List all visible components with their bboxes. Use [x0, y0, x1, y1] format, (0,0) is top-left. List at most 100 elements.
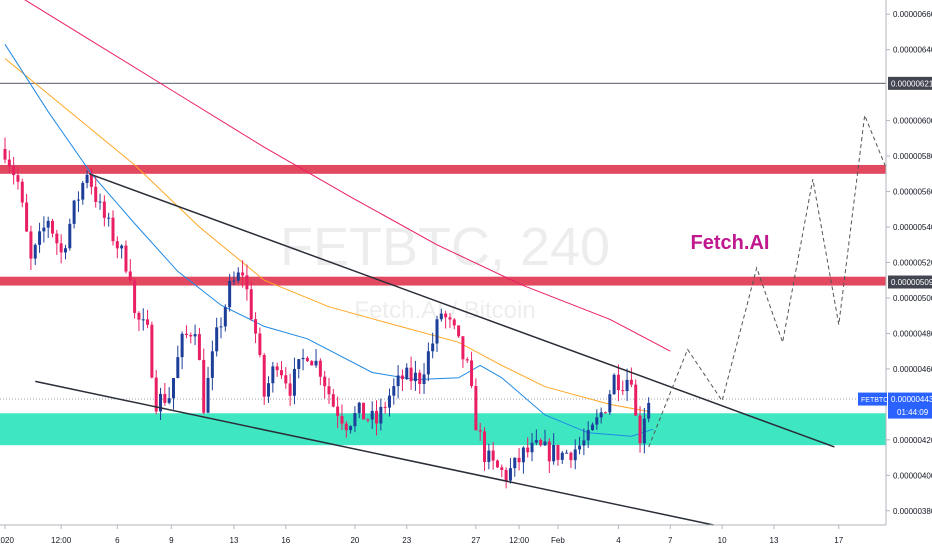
last-price-label: 0.00000443 [891, 395, 932, 404]
candle [586, 421, 590, 448]
trendline-1 [88, 173, 835, 448]
candle [318, 358, 322, 386]
candle [387, 388, 391, 417]
candle-body [171, 378, 175, 399]
candle [569, 451, 573, 469]
candle-body [111, 217, 115, 242]
candle [392, 378, 396, 405]
candle-body [206, 377, 210, 413]
candle [163, 382, 167, 406]
candle [305, 356, 309, 363]
candle-body [20, 181, 24, 203]
candle-body [534, 440, 538, 443]
candle-body [262, 354, 266, 397]
candle-body [539, 440, 543, 446]
candle-body [258, 333, 262, 355]
candle-body [76, 199, 80, 201]
candle [68, 218, 72, 251]
candle [76, 191, 80, 213]
price-axis-tick-label: 0.00000400 [893, 471, 932, 480]
candle-body [409, 367, 413, 382]
candle-body [318, 360, 322, 377]
candle [340, 404, 344, 430]
candle [85, 170, 89, 189]
candle [284, 367, 288, 389]
candle [560, 451, 564, 464]
candle-body [483, 431, 487, 462]
candle [508, 458, 512, 484]
candle [267, 376, 271, 403]
candle-body [115, 241, 119, 249]
candle-body [46, 220, 50, 228]
candle [344, 421, 348, 438]
candle [254, 312, 258, 344]
candle [141, 308, 145, 331]
candle [478, 422, 482, 441]
candle-body [314, 360, 318, 366]
candle [336, 396, 340, 429]
candle [418, 369, 422, 394]
time-axis-tick-label: 12:00 [51, 536, 72, 545]
candle-body [189, 335, 193, 337]
candle [20, 178, 24, 208]
time-axis-tick-label: 10 [718, 536, 727, 545]
candle [642, 407, 646, 454]
candle-body [51, 220, 55, 234]
candle [310, 359, 314, 366]
candle-body [68, 223, 72, 249]
candle [591, 422, 595, 431]
candle-body [500, 467, 504, 470]
price-labels: 0.00000621 0.00000509 FETBTC 0.00000443 01:4… [858, 76, 932, 419]
candle-body [642, 418, 646, 444]
time-axis-tick-label: 16 [281, 536, 290, 545]
time-axis-tick-label: 9 [169, 536, 174, 545]
candle [7, 150, 11, 173]
candle [159, 387, 163, 420]
candle [184, 325, 188, 339]
time-axis[interactable]: 2020 12:00 6 9 13 16 20 23 27 12:00 Feb 4 7 10 13 17 [0, 525, 844, 545]
candle [495, 459, 499, 468]
price-axis[interactable]: 0.00000660 0.00000640 0.00000600 0.00000580… [886, 10, 932, 516]
candle [25, 193, 29, 233]
candle-body [323, 376, 327, 387]
candle [612, 373, 616, 395]
candle [439, 308, 443, 322]
price-axis-tick-label: 0.00000640 [893, 46, 932, 55]
price-axis-tick-label: 0.00000540 [893, 223, 932, 232]
candle [215, 317, 219, 357]
candle [448, 313, 452, 328]
candle [422, 363, 426, 394]
price-axis-tick-label: 0.00000500 [893, 294, 932, 303]
candle [219, 317, 223, 339]
time-axis-tick-label: 12:00 [509, 536, 530, 545]
candle-body [297, 359, 301, 369]
candle-body [431, 343, 435, 352]
candle [634, 379, 638, 416]
candle [176, 345, 180, 379]
candle [16, 166, 20, 190]
moving-average-3 [4, 44, 654, 437]
candle-body [517, 457, 521, 463]
candle-body [167, 398, 171, 403]
candle [625, 368, 629, 401]
candle [530, 432, 534, 462]
candle-body [349, 426, 353, 431]
candle-body [508, 468, 512, 481]
candle-body [357, 402, 361, 414]
candle [461, 336, 465, 368]
candle-body [102, 201, 106, 218]
last-price-box [888, 392, 932, 419]
candle-body [310, 361, 314, 366]
candle [249, 281, 253, 321]
candle-body [94, 186, 98, 202]
candle-body [387, 395, 391, 408]
candle-body [543, 441, 547, 446]
candle [193, 324, 197, 346]
candle-body [210, 351, 214, 378]
candle-body [42, 227, 46, 232]
candle [72, 199, 76, 229]
candle-body [578, 445, 582, 450]
candle-body [120, 245, 124, 249]
candle [180, 331, 184, 370]
